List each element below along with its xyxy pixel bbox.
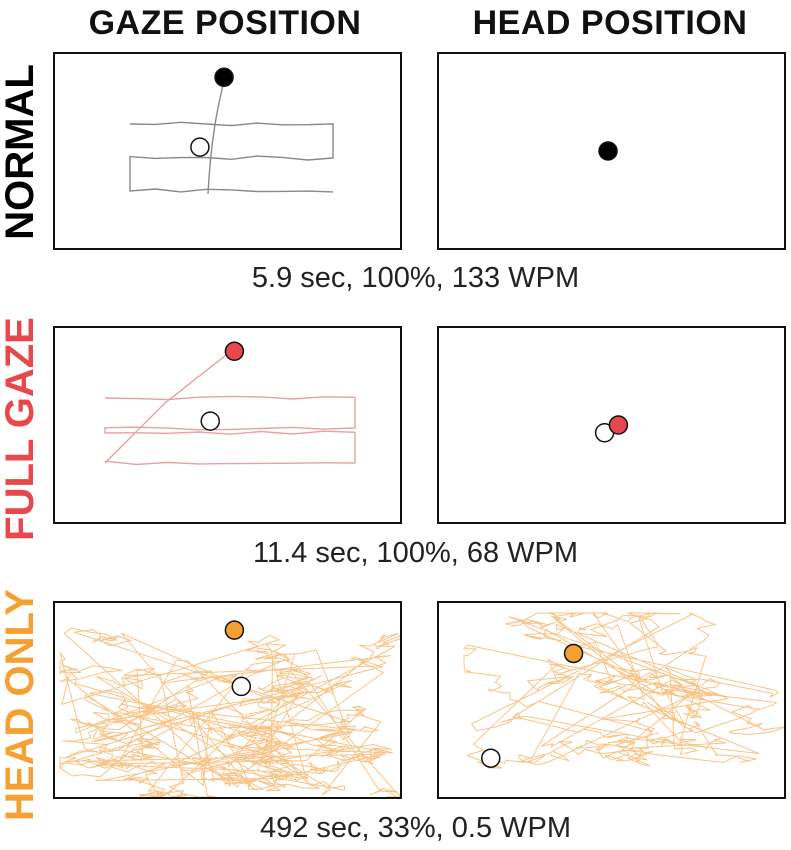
current-position-marker — [190, 137, 210, 157]
position-trace — [462, 612, 784, 769]
target-marker — [214, 67, 234, 88]
row-label-full-gaze-part1: FULL — [0, 439, 42, 541]
current-position-marker — [481, 748, 501, 768]
target-marker — [598, 141, 618, 161]
panel-normal-head — [437, 52, 786, 250]
panel-head-only-gaze — [53, 601, 402, 799]
column-title-head: HEAD POSITION — [472, 4, 748, 42]
row-label-full-gaze: FULL GAZE — [0, 309, 43, 549]
panel-full-gaze-gaze — [53, 326, 402, 524]
normal-head-plot — [598, 141, 618, 161]
gaze-trace-connector — [104, 347, 236, 464]
full-gaze-head-plot — [594, 415, 629, 443]
panel-normal-gaze — [53, 52, 402, 250]
head-only-gaze-plot — [59, 620, 400, 797]
target-marker — [224, 341, 245, 362]
target-marker — [224, 620, 245, 640]
row-label-full-gaze-part2: GAZE — [0, 317, 42, 429]
current-position-marker — [200, 411, 220, 431]
panel-full-gaze-head — [437, 326, 786, 524]
gaze-trace-connector — [207, 77, 226, 195]
current-position-marker — [231, 676, 252, 697]
row-label-normal: NORMAL — [0, 64, 42, 240]
row-label-head-only: HEAD ONLY — [0, 589, 42, 821]
caption-full-gaze: 11.4 sec, 100%, 68 WPM — [252, 537, 579, 569]
full-gaze-gaze-plot — [104, 341, 356, 466]
caption-normal: 5.9 sec, 100%, 133 WPM — [251, 262, 580, 294]
position-trace — [59, 627, 400, 797]
panel-head-only-head — [437, 601, 786, 799]
caption-head-only: 492 sec, 33%, 0.5 WPM — [259, 812, 572, 844]
normal-gaze-plot — [129, 67, 334, 195]
gaze-trace — [129, 121, 334, 193]
head-only-head-plot — [462, 612, 784, 769]
target-marker — [563, 643, 584, 664]
column-title-gaze: GAZE POSITION — [88, 4, 362, 42]
target-marker — [608, 415, 629, 435]
gaze-trace — [104, 395, 356, 466]
